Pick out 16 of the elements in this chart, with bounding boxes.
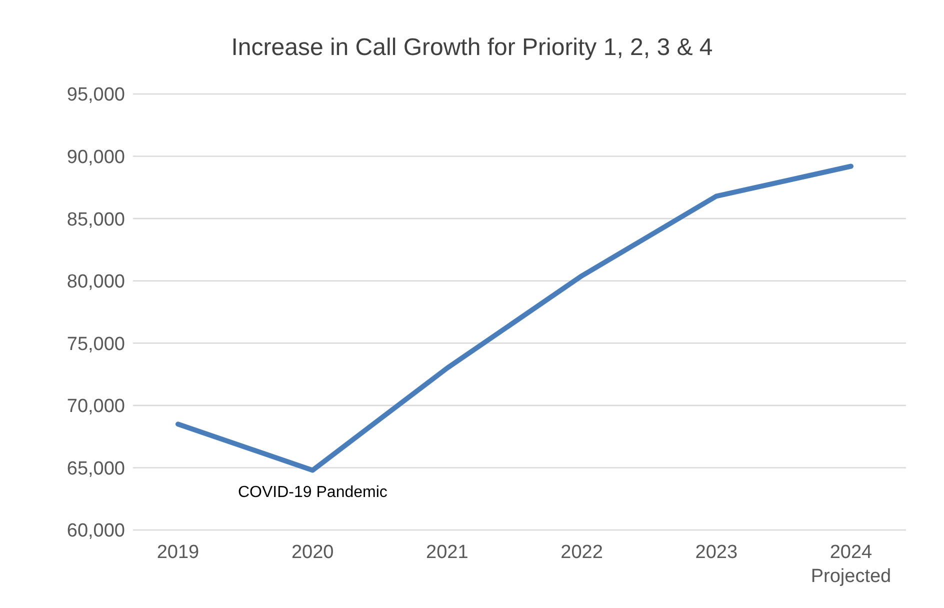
y-tick-label: 85,000 bbox=[66, 209, 125, 230]
y-tick-label: 95,000 bbox=[66, 84, 125, 106]
y-tick-label: 70,000 bbox=[66, 396, 125, 418]
x-tick-label: 2020 bbox=[291, 542, 334, 563]
y-tick-label: 75,000 bbox=[66, 334, 125, 355]
x-tick-label: 2024 Projected bbox=[810, 542, 892, 587]
chart-title: Increase in Call Growth for Priority 1, 2, 3 & 4 bbox=[230, 33, 714, 63]
y-tick-label: 65,000 bbox=[66, 458, 125, 480]
x-tick-label: 2019 bbox=[156, 542, 200, 563]
y-tick-label: 90,000 bbox=[66, 147, 125, 168]
y-tick-label: 80,000 bbox=[66, 272, 125, 293]
y-tick-label: 60,000 bbox=[66, 520, 125, 542]
annotation: COVID-19 Pandemic bbox=[238, 484, 388, 502]
x-tick-label: 2021 bbox=[426, 542, 468, 563]
x-tick-label: 2023 bbox=[695, 542, 738, 563]
x-tick-label: 2022 bbox=[560, 542, 603, 563]
